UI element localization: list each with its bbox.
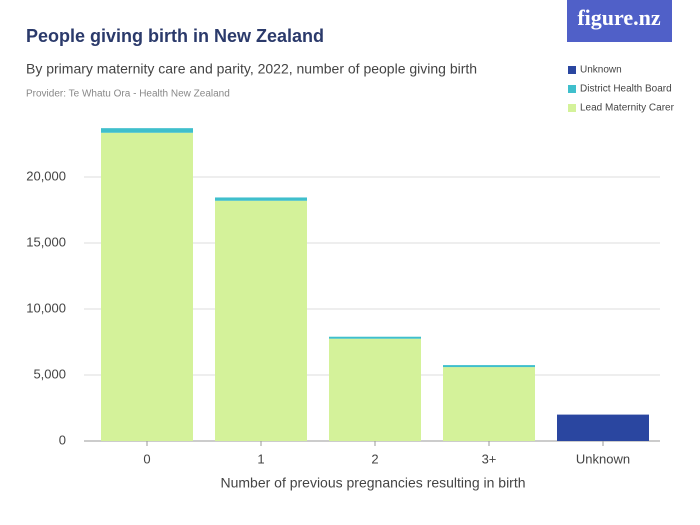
y-tick-label: 10,000 (26, 300, 66, 315)
logo: figure.nz (577, 5, 661, 30)
bar-segment (329, 338, 421, 441)
bar-segment (443, 365, 535, 368)
bar-segment (443, 367, 535, 441)
x-tick-label: 2 (371, 451, 378, 466)
bar-segment (215, 197, 307, 201)
legend-swatch (568, 85, 576, 93)
x-tick-label: 0 (143, 451, 150, 466)
logo-box (567, 0, 672, 42)
y-tick-label: 20,000 (26, 168, 66, 183)
y-tick-label: 15,000 (26, 234, 66, 249)
bar-segment (557, 414, 649, 441)
bar-segment (101, 128, 193, 133)
x-tick-label: Unknown (576, 451, 630, 466)
y-tick-label: 5,000 (33, 366, 66, 381)
x-tick-label: 3+ (482, 451, 497, 466)
x-axis-label: Number of previous pregnancies resulting… (220, 475, 525, 491)
bar-segment (329, 336, 421, 339)
legend-swatch (568, 66, 576, 74)
legend-label: Lead Maternity Carer (580, 103, 675, 114)
legend-swatch (568, 104, 576, 112)
bar-segment (101, 132, 193, 441)
legend-label: Unknown (580, 65, 622, 76)
y-tick-label: 0 (59, 432, 66, 447)
legend-label: District Health Board (580, 84, 672, 95)
chart-title: People giving birth in New Zealand (26, 26, 324, 46)
x-tick-label: 1 (257, 451, 264, 466)
chart-subtitle: By primary maternity care and parity, 20… (26, 61, 477, 77)
provider: Provider: Te Whatu Ora - Health New Zeal… (26, 89, 230, 100)
bar-segment (215, 200, 307, 441)
